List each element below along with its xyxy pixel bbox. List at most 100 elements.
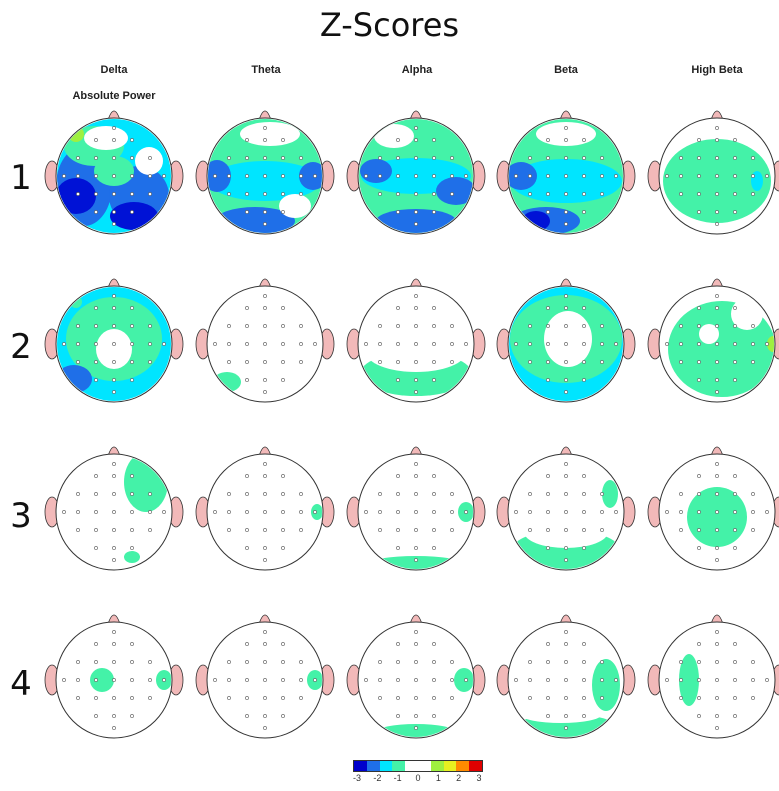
electrode-dot	[582, 138, 586, 142]
electrode-dot	[281, 210, 285, 214]
color-scale-tick-label: 1	[435, 773, 441, 783]
zscore-region	[209, 161, 321, 201]
electrode-dot	[364, 678, 368, 682]
electrode-dot	[751, 678, 755, 682]
electrode-dot	[564, 306, 568, 310]
topomap-delta-row1	[44, 110, 184, 235]
electrode-dot	[600, 156, 604, 160]
electrode-dot	[733, 474, 737, 478]
electrode-dot	[697, 210, 701, 214]
electrode-dot	[227, 360, 231, 364]
electrode-dot	[414, 714, 418, 718]
electrode-dot	[130, 696, 134, 700]
color-scale-swatch	[366, 761, 380, 771]
topomap-alpha-row3	[346, 446, 486, 571]
electrode-dot	[733, 378, 737, 382]
electrode-dot	[582, 156, 586, 160]
electrode-dot	[564, 126, 568, 130]
zscore-region	[509, 162, 537, 190]
electrode-dot	[679, 342, 683, 346]
electrode-dot	[697, 156, 701, 160]
topomap-high-beta-row2	[647, 278, 779, 403]
color-scale-tick-label: -3	[352, 773, 362, 783]
electrode-dot	[733, 714, 737, 718]
electrode-dot	[600, 360, 604, 364]
electrode-dot	[148, 174, 152, 178]
electrode-dot	[263, 174, 267, 178]
zscore-region	[374, 124, 414, 148]
electrode-dot	[112, 678, 116, 682]
zscore-region	[124, 551, 140, 563]
zscore-regions	[311, 504, 322, 520]
electrode-dot	[697, 306, 701, 310]
electrode-dot	[245, 678, 249, 682]
electrode-dot	[263, 726, 267, 730]
electrode-dot	[162, 510, 166, 514]
electrode-dot	[733, 546, 737, 550]
electrode-dot	[564, 696, 568, 700]
electrode-dot	[564, 474, 568, 478]
zscore-region	[299, 162, 322, 190]
electrode-dot	[245, 660, 249, 664]
electrode-dot	[679, 678, 683, 682]
electrode-dot	[130, 192, 134, 196]
electrode-dot	[715, 678, 719, 682]
electrode-dot	[94, 324, 98, 328]
zscore-region	[536, 122, 596, 146]
electrode-dot	[396, 660, 400, 664]
electrode-dot	[414, 696, 418, 700]
electrode-dot	[130, 138, 134, 142]
electrode-dot	[396, 642, 400, 646]
electrode-dot	[600, 342, 604, 346]
electrode-dot	[546, 192, 550, 196]
electrode-dot	[697, 138, 701, 142]
electrode-dot	[432, 174, 436, 178]
electrode-dot	[281, 528, 285, 532]
electrode-dot	[112, 360, 116, 364]
electrode-dot	[614, 510, 618, 514]
electrode-dot	[582, 306, 586, 310]
electrode-dot	[364, 342, 368, 346]
electrode-dot	[715, 138, 719, 142]
electrode-dot	[396, 306, 400, 310]
electrode-dot	[281, 360, 285, 364]
electrode-dot	[94, 174, 98, 178]
electrode-dot	[130, 360, 134, 364]
electrode-dot	[679, 510, 683, 514]
color-scale-tick-label: 2	[456, 773, 462, 783]
electrode-dot	[130, 306, 134, 310]
electrode-dot	[112, 210, 116, 214]
electrode-dot	[564, 546, 568, 550]
electrode-dot	[679, 696, 683, 700]
electrode-dot	[600, 528, 604, 532]
electrode-dot	[94, 378, 98, 382]
electrode-dot	[281, 714, 285, 718]
electrode-dot	[528, 528, 532, 532]
electrode-dot	[432, 138, 436, 142]
head-outline	[357, 621, 475, 739]
electrode-dot	[94, 678, 98, 682]
electrode-dot	[751, 528, 755, 532]
electrode-dot	[528, 696, 532, 700]
zscore-region	[602, 480, 618, 508]
electrode-dot	[414, 528, 418, 532]
electrode-dot	[263, 510, 267, 514]
electrode-dot	[450, 678, 454, 682]
electrode-dot	[299, 528, 303, 532]
electrode-dot	[697, 714, 701, 718]
head-outline	[357, 117, 475, 235]
electrode-dot	[62, 510, 66, 514]
color-scale-swatch	[456, 761, 470, 771]
electrode-dot	[281, 324, 285, 328]
color-scale-tick-label: -2	[373, 773, 382, 783]
electrode-dot	[378, 678, 382, 682]
electrode-dot	[94, 474, 98, 478]
electrode-dot	[697, 678, 701, 682]
electrode-dot	[245, 474, 249, 478]
electrode-dot	[130, 474, 134, 478]
electrode-dot	[148, 360, 152, 364]
electrode-dot	[227, 342, 231, 346]
electrode-dot	[414, 462, 418, 466]
electrode-dot	[281, 342, 285, 346]
electrode-dot	[112, 390, 116, 394]
